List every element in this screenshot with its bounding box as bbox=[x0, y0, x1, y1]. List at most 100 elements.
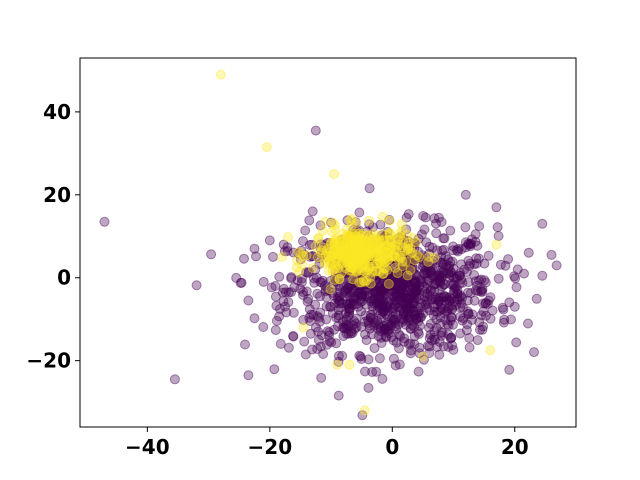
scatter-point-1-238 bbox=[349, 231, 360, 242]
scatter-point-0-837 bbox=[441, 291, 452, 302]
scatter-point-1-251 bbox=[356, 249, 367, 259]
scatter-point-0-757 bbox=[391, 283, 401, 293]
scatter-point-0-977 bbox=[396, 283, 407, 294]
scatter-point-0-35 bbox=[333, 310, 344, 321]
scatter-point-1-75 bbox=[344, 241, 355, 252]
scatter-point-0-312 bbox=[419, 224, 430, 235]
scatter-point-0-1039 bbox=[271, 300, 282, 311]
scatter-point-0-264 bbox=[439, 290, 450, 301]
scatter-point-0-654 bbox=[400, 311, 411, 322]
scatter-point-0-29 bbox=[407, 264, 418, 275]
scatter-point-0-1029 bbox=[341, 299, 352, 310]
scatter-point-0-1082 bbox=[388, 268, 399, 279]
scatter-point-0-75 bbox=[381, 300, 392, 310]
scatter-point-0-649 bbox=[469, 295, 480, 306]
scatter-point-0-37 bbox=[414, 294, 425, 304]
scatter-point-0-163 bbox=[329, 324, 340, 335]
scatter-point-1-267 bbox=[403, 237, 414, 248]
scatter-point-0-690 bbox=[471, 253, 482, 264]
scatter-point-0-541 bbox=[412, 252, 423, 262]
scatter-point-0-430 bbox=[348, 261, 359, 271]
scatter-point-1-80 bbox=[351, 250, 362, 261]
scatter-point-0-112 bbox=[463, 255, 474, 266]
scatter-point-0-708 bbox=[258, 322, 269, 332]
scatter-point-0-688 bbox=[389, 274, 400, 284]
scatter-point-0-992 bbox=[375, 267, 386, 278]
scatter-point-0-997 bbox=[405, 348, 416, 359]
scatter-point-0-852 bbox=[380, 259, 391, 270]
scatter-point-0-772 bbox=[469, 270, 480, 280]
scatter-point-1-143 bbox=[342, 257, 353, 268]
scatter-point-0-1047 bbox=[301, 286, 312, 297]
scatter-point-0-562 bbox=[349, 282, 360, 293]
scatter-point-0-1056 bbox=[412, 246, 423, 257]
scatter-point-0-4 bbox=[408, 276, 419, 287]
scatter-point-0-532 bbox=[447, 304, 457, 315]
scatter-point-0-46 bbox=[306, 309, 317, 320]
scatter-point-1-14 bbox=[354, 235, 364, 246]
scatter-point-0-666 bbox=[410, 309, 421, 320]
scatter-point-1-121 bbox=[331, 233, 342, 244]
scatter-point-0-1004 bbox=[298, 287, 309, 297]
scatter-point-0-483 bbox=[394, 329, 404, 340]
scatter-point-0-677 bbox=[289, 282, 300, 293]
scatter-point-0-458 bbox=[333, 280, 344, 291]
scatter-point-1-256 bbox=[301, 250, 312, 261]
scatter-point-0-839 bbox=[274, 271, 285, 282]
scatter-point-0-446 bbox=[369, 278, 380, 289]
scatter-point-0-699 bbox=[363, 260, 374, 271]
scatter-point-0-537 bbox=[362, 277, 373, 288]
scatter-point-0-o5 bbox=[546, 249, 557, 260]
scatter-point-0-602 bbox=[419, 292, 430, 302]
scatter-point-0-302 bbox=[303, 293, 314, 304]
scatter-point-0-122 bbox=[268, 251, 278, 262]
scatter-point-0-317 bbox=[326, 244, 337, 255]
scatter-point-0-873 bbox=[477, 286, 488, 297]
scatter-point-0-393 bbox=[448, 245, 458, 256]
scatter-point-0-1066 bbox=[434, 274, 445, 285]
scatter-point-0-427 bbox=[378, 295, 389, 306]
scatter-point-0-927 bbox=[425, 262, 435, 273]
scatter-point-1-350 bbox=[367, 261, 378, 272]
scatter-point-1-140 bbox=[385, 243, 396, 254]
scatter-point-0-822 bbox=[286, 273, 297, 284]
scatter-point-0-937 bbox=[442, 319, 453, 330]
scatter-point-0-225 bbox=[399, 258, 410, 269]
scatter-point-0-63 bbox=[436, 292, 447, 303]
scatter-point-0-487 bbox=[341, 320, 352, 331]
scatter-point-0-237 bbox=[493, 231, 504, 241]
scatter-point-0-946 bbox=[407, 296, 418, 307]
scatter-point-0-900 bbox=[376, 272, 387, 283]
scatter-point-0-771 bbox=[363, 252, 374, 263]
scatter-point-0-846 bbox=[378, 303, 388, 314]
scatter-point-0-168 bbox=[377, 302, 388, 313]
scatter-point-0-1052 bbox=[403, 269, 414, 280]
scatter-point-0-380 bbox=[375, 219, 386, 230]
scatter-point-0-841 bbox=[282, 242, 293, 253]
scatter-point-0-415 bbox=[364, 219, 375, 230]
scatter-point-1-16 bbox=[336, 268, 347, 279]
scatter-point-0-936 bbox=[393, 253, 404, 264]
scatter-point-0-494 bbox=[350, 280, 361, 291]
scatter-point-0-896 bbox=[342, 275, 353, 286]
scatter-point-0-1093 bbox=[480, 298, 491, 309]
scatter-point-0-384 bbox=[470, 236, 481, 247]
scatter-point-0-533 bbox=[402, 298, 413, 309]
scatter-point-0-1 bbox=[366, 241, 376, 252]
scatter-point-0-898 bbox=[388, 335, 399, 346]
scatter-point-0-865 bbox=[399, 333, 410, 344]
scatter-point-0-12 bbox=[432, 306, 443, 317]
scatter-point-1-325 bbox=[317, 225, 328, 236]
scatter-point-0-729 bbox=[331, 312, 342, 323]
scatter-point-0-987 bbox=[417, 254, 428, 265]
scatter-point-1-50 bbox=[346, 243, 357, 254]
scatter-point-0-547 bbox=[354, 280, 365, 291]
scatter-point-0-1096 bbox=[275, 338, 286, 349]
scatter-point-0-175 bbox=[206, 249, 217, 260]
scatter-point-0-604 bbox=[424, 341, 435, 352]
scatter-point-0-60 bbox=[423, 261, 434, 272]
scatter-point-1-1 bbox=[344, 242, 355, 253]
scatter-point-0-843 bbox=[403, 294, 414, 305]
scatter-point-0-526 bbox=[425, 284, 436, 295]
scatter-point-1-253 bbox=[319, 258, 330, 269]
